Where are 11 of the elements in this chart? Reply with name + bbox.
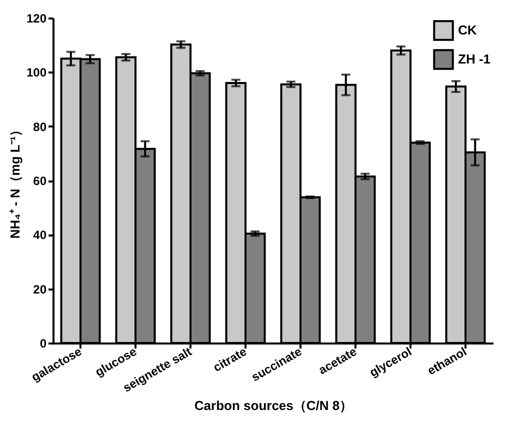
y-tick-label: 20 [33,282,47,296]
y-tick-label: 60 [33,174,47,188]
y-tick-label: 120 [26,12,47,26]
y-axis-title: NH₄⁺ - N（mg L⁻¹） [7,123,22,239]
y-tick-label: 0 [40,336,47,350]
legend-label: CK [458,22,478,38]
x-axis-title: Carbon sources（C/N 8） [194,398,353,414]
y-tick-label: 80 [33,120,47,134]
y-tick-label: 40 [33,228,47,242]
legend-label: ZH -1 [458,52,490,66]
y-tick-label: 100 [26,66,47,80]
